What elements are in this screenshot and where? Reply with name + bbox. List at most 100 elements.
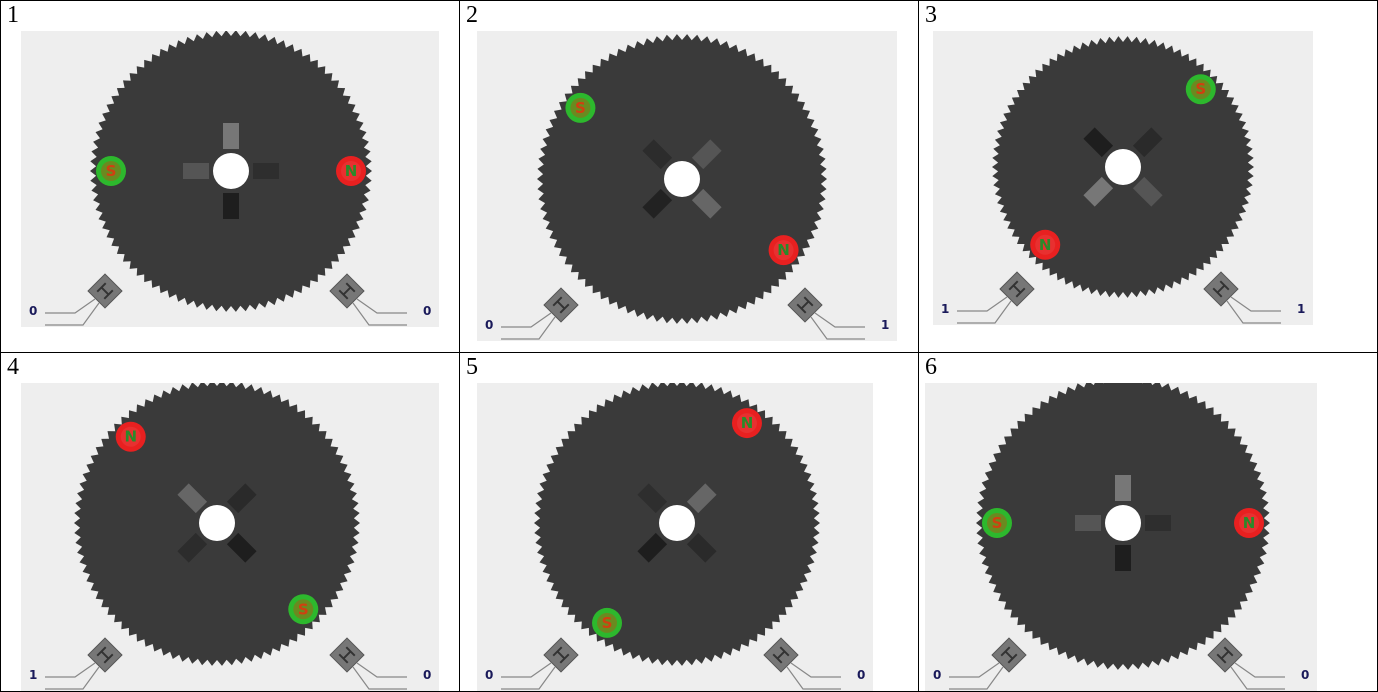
rotor-panel: S N 1 0 xyxy=(21,383,439,691)
hall-sensor xyxy=(329,637,407,690)
left-sensor-value: 1 xyxy=(29,668,37,682)
south-magnet: S xyxy=(982,508,1012,538)
stator-arm xyxy=(223,193,239,219)
stator-arm xyxy=(177,532,208,563)
stator-arm xyxy=(177,483,208,514)
stator-cross xyxy=(1083,127,1163,207)
cell-5: 5 S N 0 0 xyxy=(459,352,919,692)
motor-diagram: S N 0 0 xyxy=(933,383,1309,690)
hall-sensor xyxy=(949,637,1027,690)
stator-arm xyxy=(253,163,279,179)
stator-arm xyxy=(637,532,668,563)
hall-sensor xyxy=(329,273,407,326)
cell-4: 4 S N 1 0 xyxy=(0,352,460,692)
motor-diagram: S N 0 0 xyxy=(485,383,865,690)
hall-sensor xyxy=(1203,271,1281,324)
left-sensor-value: 1 xyxy=(941,302,949,316)
hall-sensor xyxy=(787,287,865,340)
north-magnet: N xyxy=(336,156,366,186)
left-sensor-value: 0 xyxy=(933,668,941,682)
hall-sensor xyxy=(45,637,123,690)
magnet-letter: S xyxy=(575,99,586,117)
panel-number: 5 xyxy=(466,354,478,380)
stator-arm xyxy=(1145,515,1171,531)
right-sensor-value: 0 xyxy=(857,668,865,682)
stator-arm xyxy=(686,532,717,563)
stator-cross xyxy=(1075,475,1171,571)
magnet-letter: N xyxy=(345,162,358,180)
stator-arm xyxy=(1132,127,1163,158)
stator-arm xyxy=(1083,127,1114,158)
shaft-hole xyxy=(664,161,700,197)
panel-number: 3 xyxy=(925,2,937,28)
hall-sensor xyxy=(1207,637,1285,690)
motor-diagram: S N 1 1 xyxy=(941,36,1305,324)
shaft-hole xyxy=(1105,149,1141,185)
right-sensor-value: 0 xyxy=(423,304,431,318)
stator-cross xyxy=(642,139,722,219)
left-sensor-value: 0 xyxy=(29,304,37,318)
right-sensor-value: 0 xyxy=(423,668,431,682)
rotor-panel: S N 1 1 xyxy=(933,31,1313,325)
shaft-hole xyxy=(1105,505,1141,541)
south-magnet: S xyxy=(288,594,319,625)
panel-number: 2 xyxy=(466,2,478,28)
right-sensor-value: 1 xyxy=(881,318,889,332)
panel-number: 4 xyxy=(7,354,19,380)
magnet-letter: S xyxy=(992,514,1003,532)
magnet-letter: S xyxy=(298,600,309,618)
stator-arm xyxy=(1115,475,1131,501)
shaft-hole xyxy=(213,153,249,189)
south-magnet: S xyxy=(592,607,623,638)
magnet-letter: N xyxy=(1243,514,1256,532)
motor-diagram: S N 0 0 xyxy=(29,31,431,326)
stator-arm xyxy=(691,139,722,170)
stator-arm xyxy=(223,123,239,149)
panel-number: 6 xyxy=(925,354,937,380)
cell-1: 1 S N 0 0 xyxy=(0,0,460,353)
right-sensor-value: 1 xyxy=(1297,302,1305,316)
south-magnet: S xyxy=(565,92,596,123)
rotor-panel: S N 0 0 xyxy=(477,383,873,691)
magnet-letter: S xyxy=(106,162,117,180)
stator-arm xyxy=(183,163,209,179)
hall-sensor xyxy=(957,271,1035,324)
cell-2: 2 S N 0 1 xyxy=(459,0,919,353)
stator-arm xyxy=(1075,515,1101,531)
hall-sensor xyxy=(763,637,841,690)
north-magnet: N xyxy=(1234,508,1264,538)
stator-cross xyxy=(177,483,257,563)
rotor-panel: S N 0 1 xyxy=(477,31,897,341)
stator-arm xyxy=(642,188,673,219)
magnet-letter: S xyxy=(1195,80,1206,98)
motor-diagram: S N 0 1 xyxy=(485,34,889,340)
stator-arm xyxy=(1132,176,1163,207)
north-magnet: N xyxy=(1030,229,1061,260)
stator-cross xyxy=(637,483,717,563)
shaft-hole xyxy=(659,505,695,541)
magnet-letter: S xyxy=(602,614,613,632)
rotor-panel: S N 0 0 xyxy=(925,383,1317,691)
hall-sensor xyxy=(501,637,579,690)
stator-arm xyxy=(637,483,668,514)
rotor-panel: S N 0 0 xyxy=(21,31,439,327)
south-magnet: S xyxy=(96,156,126,186)
north-magnet: N xyxy=(731,408,762,439)
cell-6: 6 S N 0 0 xyxy=(918,352,1378,692)
magnet-letter: N xyxy=(741,414,754,432)
stator-arm xyxy=(691,188,722,219)
stator-arm xyxy=(1083,176,1114,207)
stator-arm xyxy=(642,139,673,170)
shaft-hole xyxy=(199,505,235,541)
north-magnet: N xyxy=(768,235,799,266)
panel-number: 1 xyxy=(7,2,19,28)
magnet-letter: N xyxy=(777,241,790,259)
stator-arm xyxy=(226,532,257,563)
motor-diagram: S N 1 0 xyxy=(29,383,431,690)
hall-sensor xyxy=(501,287,579,340)
cell-3: 3 S N 1 1 xyxy=(918,0,1378,353)
left-sensor-value: 0 xyxy=(485,318,493,332)
stator-arm xyxy=(226,483,257,514)
right-sensor-value: 0 xyxy=(1301,668,1309,682)
